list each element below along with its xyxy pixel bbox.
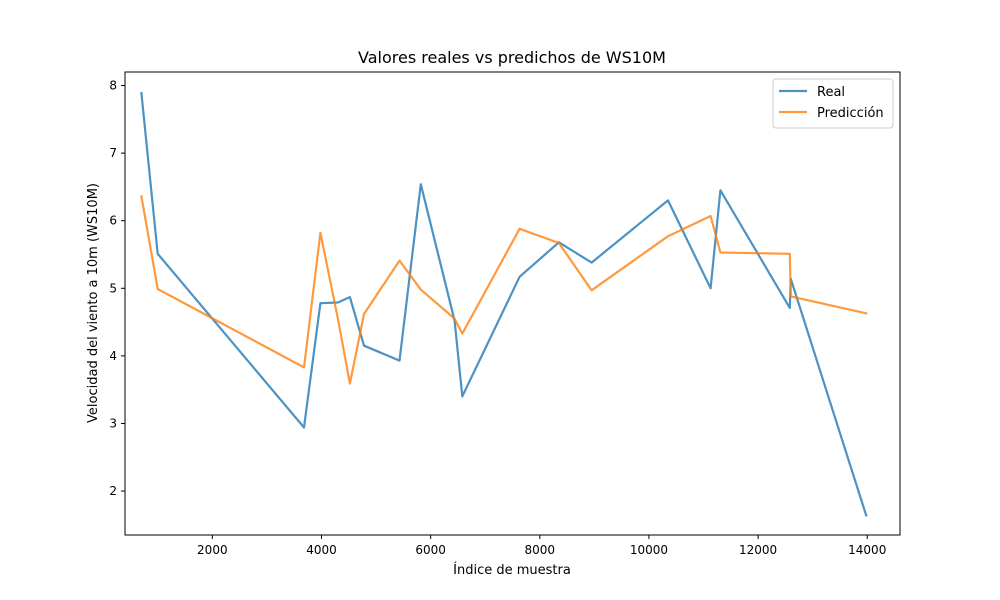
y-tick-label: 8	[109, 79, 117, 93]
chart-title: Valores reales vs predichos de WS10M	[358, 48, 666, 67]
y-tick-label: 7	[109, 146, 117, 160]
series-line-prediccion	[140, 195, 868, 385]
y-axis-label: Velocidad del viento a 10m (WS10M)	[86, 183, 101, 423]
axes: 2000 4000 6000 8000 10000 12000 14000 2 3 4 5 6 7 8	[109, 71, 901, 557]
legend-label: Real	[817, 85, 845, 100]
plot-area	[140, 91, 868, 517]
x-tick-label: 4000	[306, 543, 337, 557]
y-tick-label: 3	[109, 416, 117, 430]
y-tick-label: 4	[109, 349, 117, 363]
x-tick-label: 14000	[848, 543, 886, 557]
x-tick-label: 12000	[739, 543, 777, 557]
legend: Real Predicción	[772, 78, 894, 129]
y-tick-label: 5	[109, 281, 117, 295]
x-tick-label: 2000	[197, 543, 228, 557]
y-tick-label: 6	[109, 214, 117, 228]
series-line-real	[140, 91, 868, 517]
x-tick-label: 8000	[525, 543, 556, 557]
x-tick-label: 6000	[415, 543, 446, 557]
x-axis-label: Índice de muestra	[453, 562, 571, 578]
x-tick-label: 10000	[630, 543, 668, 557]
plot-frame	[124, 71, 901, 536]
legend-label: Predicción	[817, 106, 884, 121]
y-tick-label: 2	[109, 484, 117, 498]
